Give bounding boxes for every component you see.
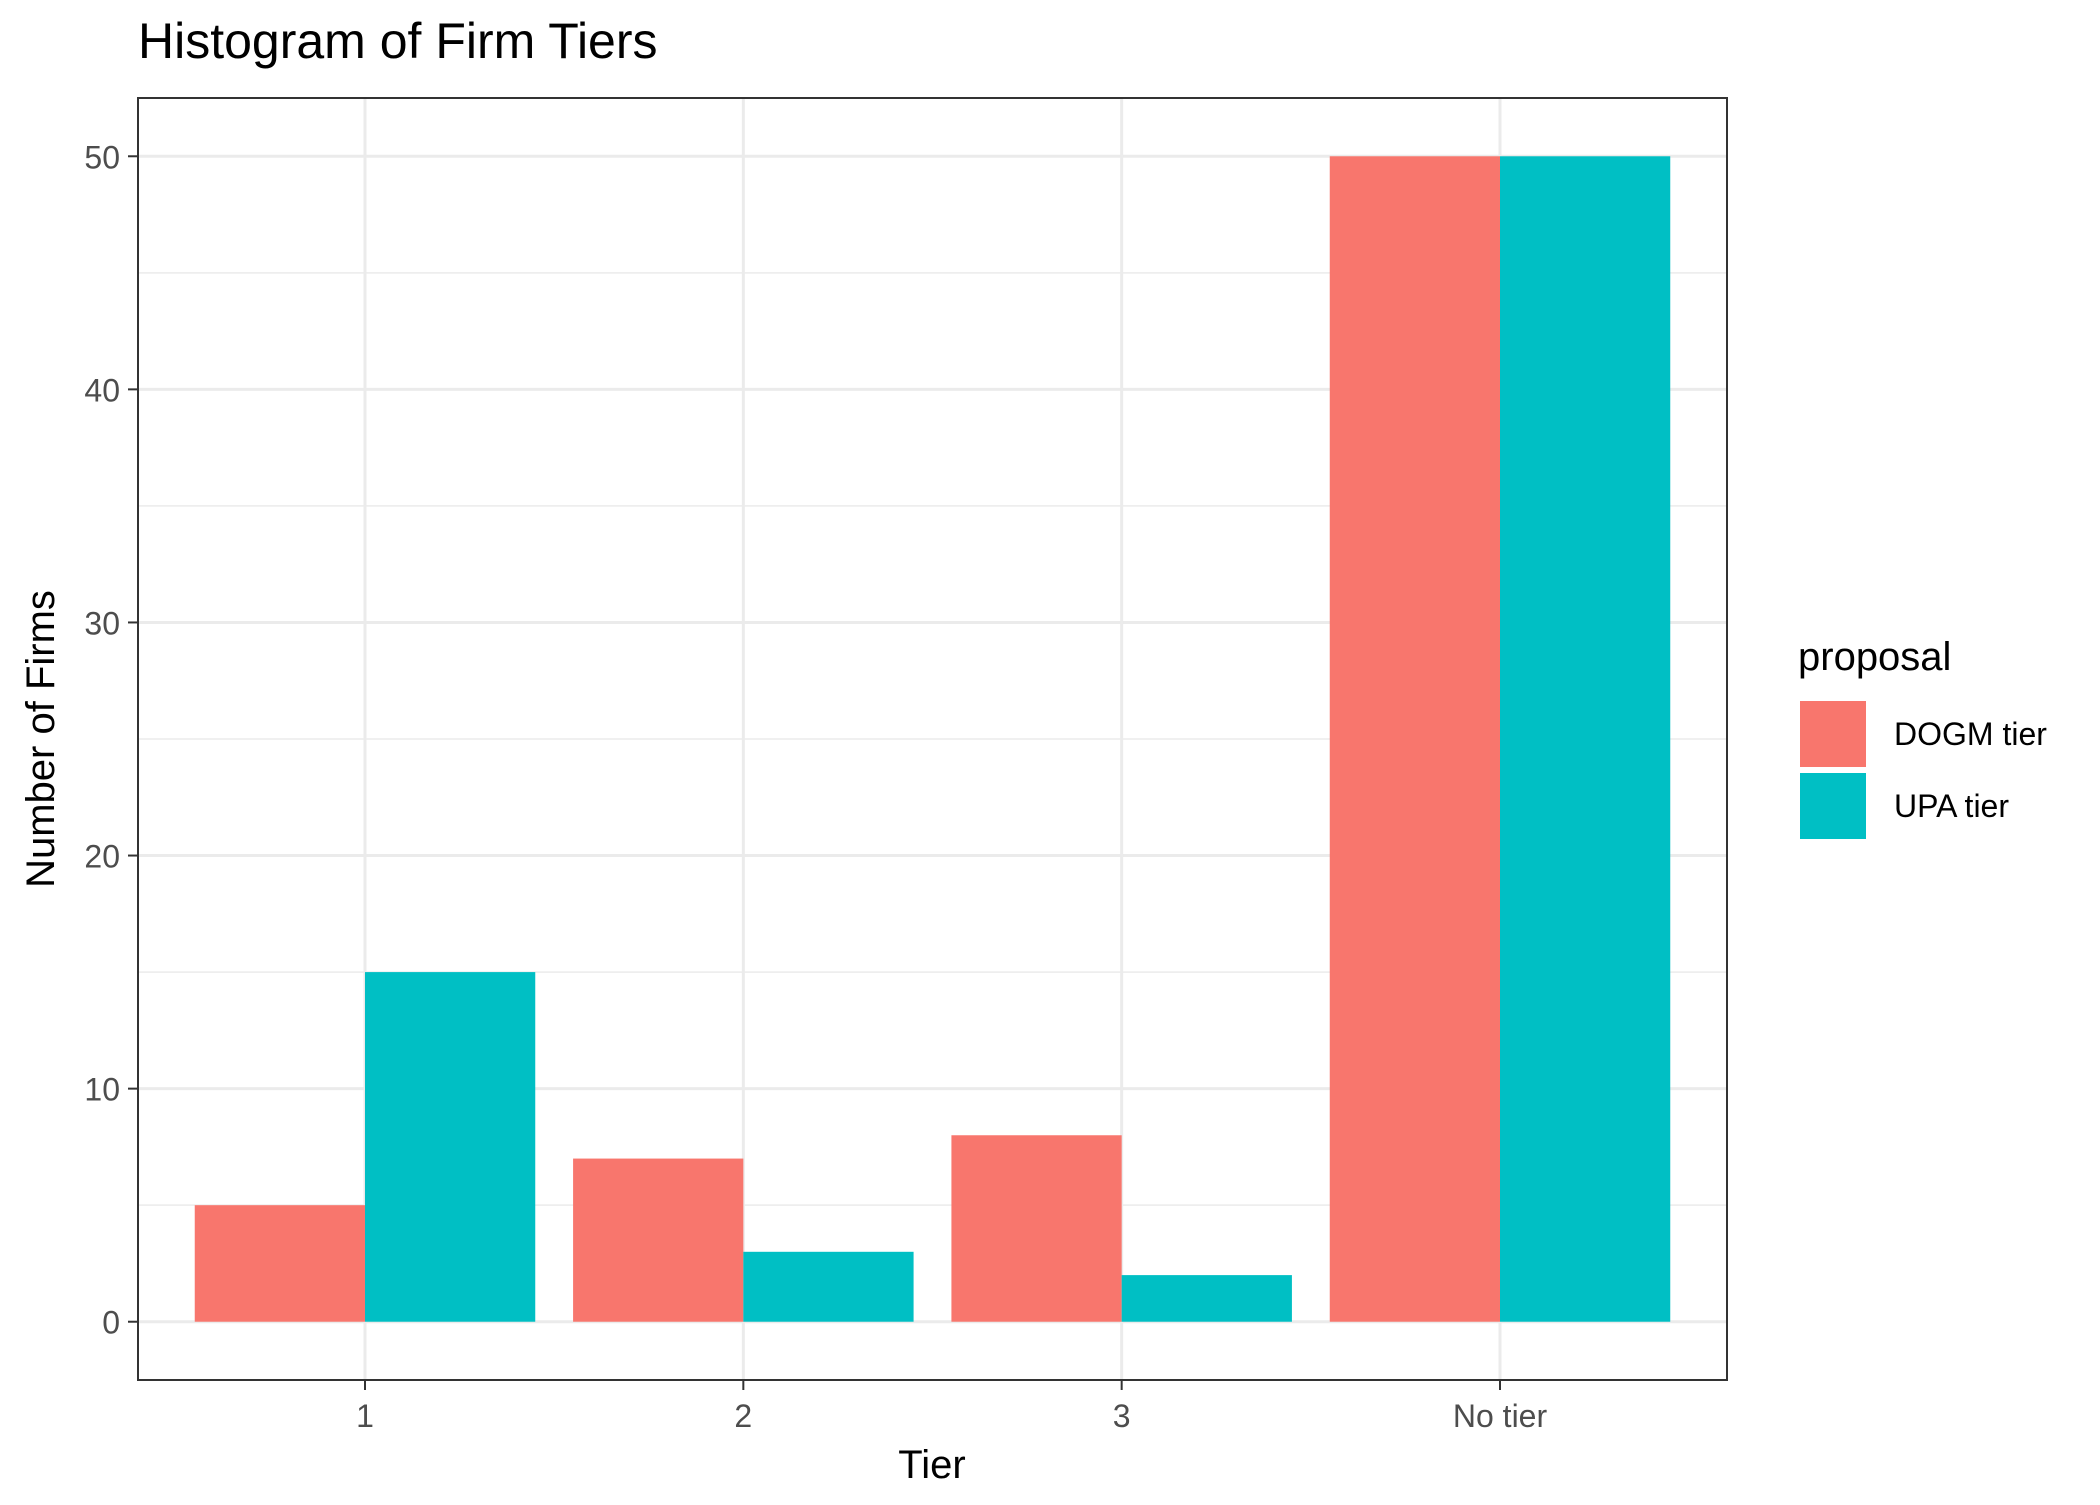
bar-dogm-tier <box>194 1205 365 1322</box>
legend-key <box>1800 701 1866 767</box>
chart-title: Histogram of Firm Tiers <box>138 13 658 69</box>
bar-dogm-tier <box>1329 156 1500 1322</box>
legend-label: UPA tier <box>1894 788 2009 824</box>
bar-upa-tier <box>743 1251 914 1322</box>
bar-upa-tier <box>365 972 536 1322</box>
legend-label: DOGM tier <box>1894 716 2047 752</box>
y-axis: 0 10 20 30 40 50 <box>84 139 138 1341</box>
bar-dogm-tier <box>951 1135 1122 1322</box>
legend: proposal DOGM tier UPA tier <box>1798 635 2047 839</box>
x-tick-label: 3 <box>1113 1398 1131 1434</box>
y-tick-label: 30 <box>84 605 120 641</box>
legend-key <box>1800 773 1866 839</box>
y-tick-label: 20 <box>84 839 120 875</box>
y-tick-label: 50 <box>84 139 120 175</box>
x-tick-label: 1 <box>356 1398 374 1434</box>
x-axis-label: Tier <box>898 1443 965 1487</box>
y-axis-label: Number of Firms <box>19 590 63 888</box>
y-tick-label: 40 <box>84 372 120 408</box>
legend-items: DOGM tier UPA tier <box>1800 701 2047 839</box>
y-tick-label: 10 <box>84 1072 120 1108</box>
x-tick-label: 2 <box>734 1398 752 1434</box>
x-tick-label: No tier <box>1453 1398 1548 1434</box>
legend-title: proposal <box>1798 635 1951 679</box>
plot-border <box>137 97 1728 1381</box>
x-axis: 1 2 3 No tier <box>356 1380 1547 1434</box>
bars-group <box>194 156 1671 1322</box>
bar-upa-tier <box>1121 1275 1292 1322</box>
bar-upa-tier <box>1500 156 1671 1322</box>
y-tick-label: 0 <box>102 1305 120 1341</box>
bar-dogm-tier <box>573 1158 744 1322</box>
